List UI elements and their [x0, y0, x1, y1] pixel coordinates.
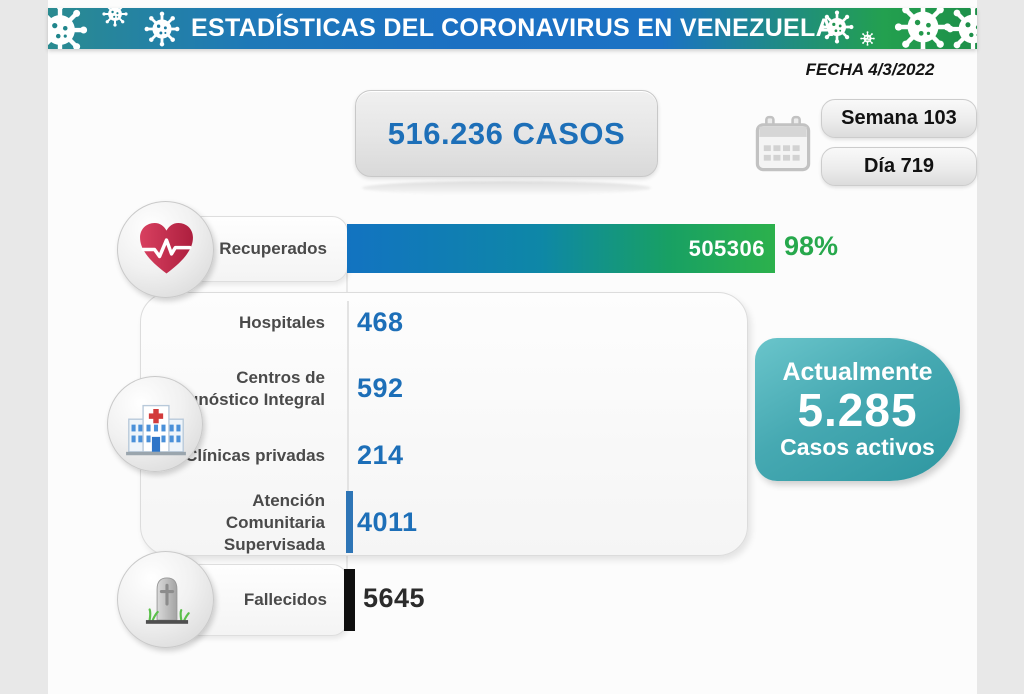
title-banner: ESTADÍSTICAS DEL CORONAVIRUS EN VENEZUEL… [48, 8, 977, 49]
page-title: ESTADÍSTICAS DEL CORONAVIRUS EN VENEZUEL… [191, 14, 834, 42]
deceased-value: 5645 [363, 583, 426, 613]
recovered-percent: 98% [784, 231, 839, 261]
recovered-icon-badge [117, 201, 214, 298]
facility-value-private-clinics: 214 [357, 440, 404, 470]
deceased-icon-badge [117, 551, 214, 648]
deceased-bar [344, 569, 355, 631]
total-cases-value: 516.236 CASOS [387, 115, 626, 151]
active-cases-caption: Casos activos [780, 433, 935, 460]
tombstone-icon [145, 577, 190, 624]
active-cases-intro: Actualmente [782, 357, 933, 386]
community-care-bar [346, 491, 353, 553]
recovered-value: 505306 [688, 235, 765, 261]
active-cases-card: Actualmente 5.285 Casos activos [755, 338, 960, 481]
facilities-divider [347, 301, 349, 547]
total-cases-card: 516.236 CASOS [355, 90, 658, 177]
facilities-card: Hospitales 468 Centros de Diagnóstico In… [140, 292, 748, 556]
facilities-icon-badge [107, 376, 203, 472]
calendar-icon [755, 115, 811, 172]
recovered-label: Recuperados [219, 239, 327, 258]
heart-ecg-icon [140, 223, 193, 274]
hospital-icon [126, 404, 186, 456]
week-badge: Semana 103 [821, 99, 977, 138]
facility-value-cdi: 592 [357, 373, 404, 403]
date-label: FECHA 4/3/2022 [805, 60, 935, 79]
active-cases-value: 5.285 [797, 384, 918, 437]
facility-value-community-care: 4011 [357, 507, 418, 537]
day-badge: Día 719 [821, 147, 977, 186]
deceased-label: Fallecidos [243, 590, 327, 609]
facility-value-hospitals: 468 [357, 307, 404, 337]
facility-label-community-care: Atención Comunitaria Supervisada [223, 490, 325, 555]
facility-label-hospitals: Hospitales [239, 312, 325, 332]
facility-label-private-clinics: Clínicas privadas [185, 445, 325, 465]
card-reflection [362, 181, 651, 195]
recovered-bar: 505306 [347, 224, 775, 273]
